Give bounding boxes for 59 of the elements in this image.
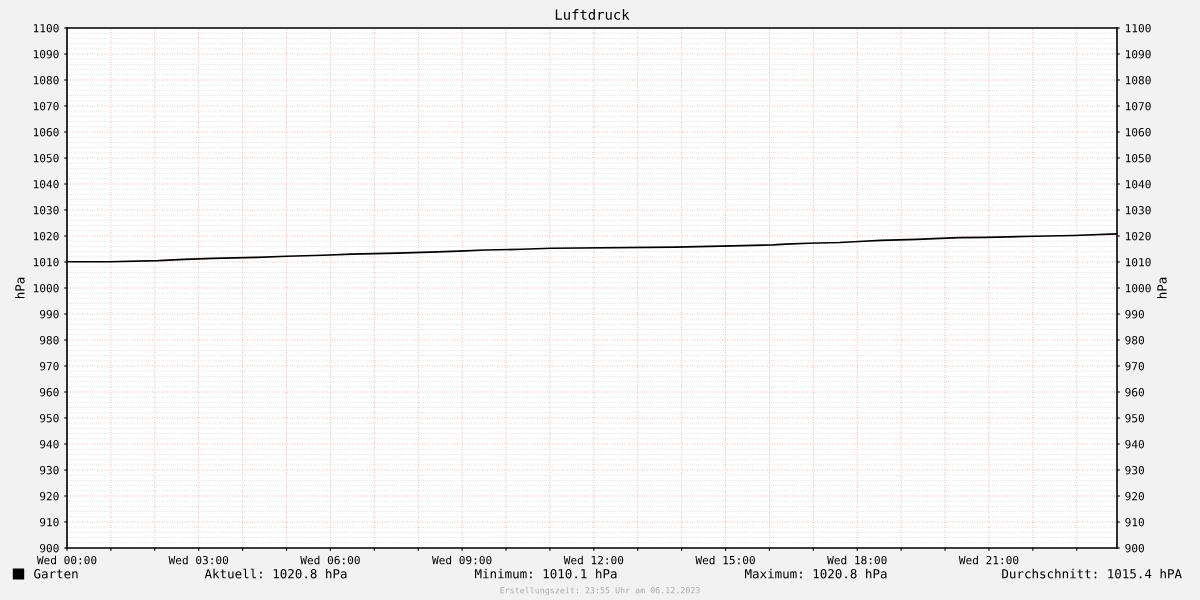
x-tick-label: Wed 06:00 — [300, 555, 360, 565]
y-tick-label: 920 — [39, 492, 59, 501]
chart-title: Luftdruck — [555, 9, 630, 20]
text: Erstellungszeit: 23:55 Uhr am 06.12.2023 — [500, 586, 700, 596]
y2-tick-label: 950 — [1125, 414, 1144, 423]
y-tick-label: 990 — [39, 310, 59, 319]
y2-tick-label: 1040 — [1125, 180, 1151, 189]
x-tick-label: Wed 18:00 — [827, 555, 887, 565]
y-tick-label: 1000 — [33, 284, 59, 293]
y-tick-label: 930 — [39, 466, 59, 475]
y-tick-label: 910 — [39, 518, 59, 527]
y-tick-label: 1050 — [33, 154, 59, 163]
y2-tick-label: 960 — [1125, 388, 1144, 397]
x-tick-label: Wed 12:00 — [563, 555, 624, 565]
y2-tick-label: 900 — [1125, 544, 1144, 553]
y-tick-label: 1070 — [33, 102, 59, 111]
x-tick-label: Wed 15:00 — [695, 555, 755, 565]
y2-tick-label: 1010 — [1125, 258, 1151, 267]
y2-tick-label: 1050 — [1125, 154, 1151, 163]
y2-tick-label: 910 — [1125, 518, 1144, 527]
y2-tick-label: 920 — [1125, 492, 1144, 501]
x-tick-label: Wed 00:00 — [36, 555, 97, 565]
y-tick-label: 1040 — [33, 180, 59, 189]
y-tick-label: 1060 — [33, 128, 59, 137]
y-tick-label: 1080 — [33, 76, 59, 85]
y2-tick-label: 1060 — [1125, 128, 1151, 137]
y-tick-label: 1100 — [33, 24, 59, 33]
y2-tick-label: 1080 — [1125, 76, 1151, 85]
y-tick-label: 900 — [39, 544, 59, 553]
y-tick-label: 960 — [39, 388, 59, 397]
y-tick-label: 970 — [39, 362, 59, 371]
y-tick-label: 1020 — [33, 232, 59, 241]
y-axis-title: hPa — [14, 277, 25, 299]
x-tick-label: Wed 09:00 — [432, 555, 492, 565]
y2-tick-label: 1020 — [1125, 232, 1151, 241]
y2-axis-title: hPa — [1157, 277, 1167, 299]
y-tick-label: 1010 — [33, 258, 59, 267]
y2-tick-label: 1030 — [1125, 206, 1151, 215]
y2-tick-label: 1000 — [1125, 284, 1151, 293]
y2-tick-label: 1070 — [1125, 102, 1151, 111]
y-tick-label: 980 — [39, 336, 59, 345]
y2-tick-label: 970 — [1125, 362, 1144, 371]
text: Aktuell: 1020.8 hPa — [204, 568, 347, 579]
y2-tick-label: 930 — [1125, 466, 1144, 475]
legend-label: Garten — [34, 569, 78, 579]
y-tick-label: 1030 — [33, 206, 59, 215]
y2-tick-label: 980 — [1125, 336, 1144, 345]
y-tick-label: 950 — [39, 414, 59, 423]
y-tick-label: 940 — [39, 440, 59, 449]
x-tick-label: Wed 03:00 — [168, 555, 229, 565]
y-tick-label: 1090 — [33, 50, 59, 59]
y2-tick-label: 1100 — [1125, 24, 1151, 33]
x-tick-label: Wed 21:00 — [958, 555, 1019, 565]
text: Durchschnitt: 1015.4 hPA — [1002, 568, 1182, 579]
y2-tick-label: 1090 — [1125, 50, 1151, 59]
y2-tick-label: 940 — [1125, 440, 1144, 449]
text: Maximum: 1020.8 hPa — [745, 568, 887, 579]
y2-tick-label: 990 — [1125, 310, 1144, 319]
text: Minimum: 1010.1 hPa — [475, 568, 617, 579]
